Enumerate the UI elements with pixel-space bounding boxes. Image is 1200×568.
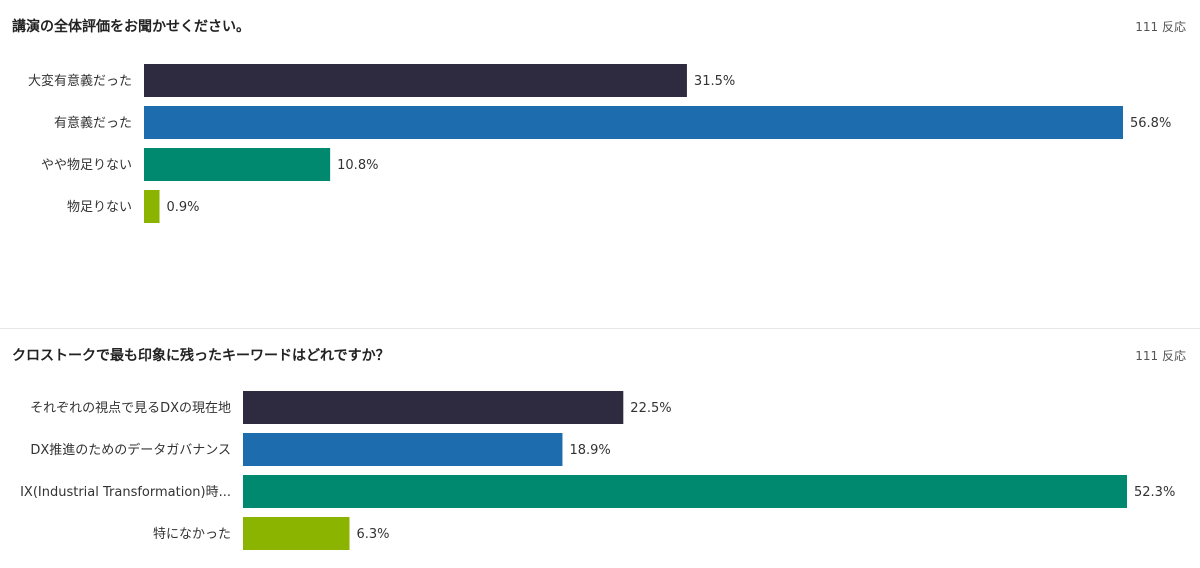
bar [144, 106, 1123, 139]
value-label: 0.9% [167, 200, 200, 215]
question-panel-1: 講演の全体評価をお聞かせください。 111 反応 大変有意義だった 31.5% 有意… [12, 19, 1186, 223]
category-label: 有意義だった [54, 115, 132, 131]
value-label: 31.5% [694, 74, 735, 89]
question-title: 講演の全体評価をお聞かせください。 [12, 19, 250, 35]
bar [144, 190, 160, 223]
bar [144, 64, 687, 97]
category-label: 大変有意義だった [28, 73, 132, 89]
category-label: DX推進のためのデータガバナンス [30, 442, 231, 458]
category-label: 物足りない [67, 200, 132, 215]
bar [243, 391, 624, 424]
panel-divider [0, 328, 1200, 329]
response-count: 111 反応 [1135, 349, 1186, 363]
bar-chart-2: それぞれの視点で見るDXの現在地 22.5% DX推進のためのデータガバナンス 18.… [20, 391, 1175, 550]
value-label: 56.8% [1130, 116, 1171, 131]
value-label: 52.3% [1134, 485, 1175, 500]
bar [243, 433, 563, 466]
value-label: 10.8% [337, 158, 378, 173]
category-label: IX(Industrial Transformation)時... [20, 485, 231, 500]
bar [144, 148, 331, 181]
response-count: 111 反応 [1135, 20, 1186, 34]
value-label: 6.3% [356, 527, 389, 542]
question-panel-2: クロストークで最も印象に残ったキーワードはどれですか？ 111 反応 それぞれの… [0, 329, 1200, 568]
value-label: 22.5% [630, 401, 671, 416]
category-label: 特になかった [153, 527, 231, 542]
bar [243, 517, 350, 550]
category-label: それぞれの視点で見るDXの現在地 [30, 401, 231, 416]
bar-chart-1: 大変有意義だった 31.5% 有意義だった 56.8% やや物足りない 10.8% 物足りな… [28, 64, 1171, 223]
value-label: 18.9% [569, 443, 610, 458]
category-label: やや物足りない [41, 158, 132, 173]
question-title: クロストークで最も印象に残ったキーワードはどれですか？ [12, 348, 390, 364]
bar [243, 475, 1127, 508]
